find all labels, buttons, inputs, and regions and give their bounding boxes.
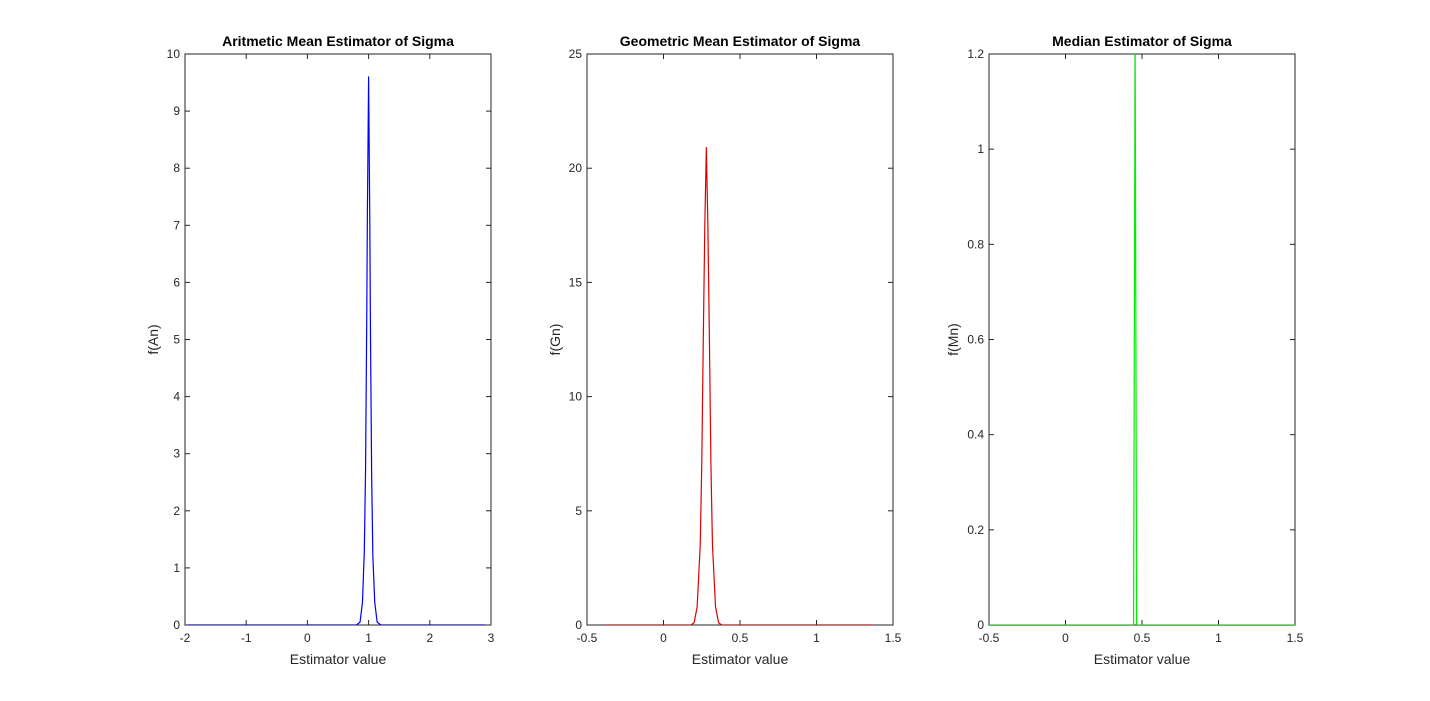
axes-box [184,53,492,626]
axes-box [988,53,1296,626]
y-tick-label: 5 [575,504,582,518]
y-tick-label: 1 [977,142,984,156]
y-tick-label: 1 [173,561,180,575]
x-tick-label: -2 [180,631,191,645]
y-tick-label: 4 [173,390,180,404]
x-tick-label: 1.5 [885,631,902,645]
y-tick-label: 0.2 [967,523,984,537]
density-line [188,76,485,625]
chart-title: Median Estimator of Sigma [1052,33,1232,49]
x-tick-label: 3 [488,631,495,645]
x-tick-label: -0.5 [979,631,1000,645]
x-tick-label: -0.5 [577,631,598,645]
y-tick-label: 1.2 [967,47,984,61]
x-tick-label: -1 [241,631,252,645]
x-tick-label: 2 [426,631,433,645]
y-tick-label: 0 [977,618,984,632]
x-axis-label: Estimator value [1094,651,1191,667]
y-tick-label: 0.6 [967,333,984,347]
x-axis-label: Estimator value [692,651,789,667]
x-tick-label: 1 [813,631,820,645]
y-axis-label: f(An) [145,324,161,354]
subplot-geometric-mean: Geometric Mean Estimator of Sigma Estima… [547,33,902,667]
y-tick-label: 9 [173,104,180,118]
x-tick-label: 1 [1215,631,1222,645]
subplot-median: Median Estimator of Sigma Estimator valu… [945,33,1304,667]
y-tick-label: 0 [575,618,582,632]
y-tick-label: 0.4 [967,428,984,442]
y-tick-label: 6 [173,275,180,289]
y-tick-label: 10 [569,390,583,404]
y-tick-label: 25 [569,47,583,61]
y-tick-label: 7 [173,218,180,232]
x-axis-label: Estimator value [290,651,387,667]
x-tick-label: 0.5 [1134,631,1151,645]
y-tick-label: 20 [569,161,583,175]
subplot-arithmetic-mean: Aritmetic Mean Estimator of Sigma Estima… [145,33,495,667]
y-tick-label: 2 [173,504,180,518]
y-tick-label: 15 [569,275,583,289]
density-line [605,147,874,625]
x-tick-label: 1 [365,631,372,645]
y-tick-label: 8 [173,161,180,175]
chart-title: Aritmetic Mean Estimator of Sigma [222,33,454,49]
y-tick-label: 0 [173,618,180,632]
chart-title: Geometric Mean Estimator of Sigma [620,33,861,49]
x-tick-label: 0 [1062,631,1069,645]
axes-box [586,53,894,626]
y-tick-label: 5 [173,333,180,347]
y-axis-label: f(Mn) [945,323,961,356]
x-tick-label: 0 [660,631,667,645]
y-tick-label: 0.8 [967,237,984,251]
x-tick-label: 0 [304,631,311,645]
y-tick-label: 3 [173,447,180,461]
x-tick-label: 1.5 [1287,631,1304,645]
y-tick-label: 10 [167,47,181,61]
y-axis-label: f(Gn) [547,324,563,356]
x-tick-label: 0.5 [732,631,749,645]
